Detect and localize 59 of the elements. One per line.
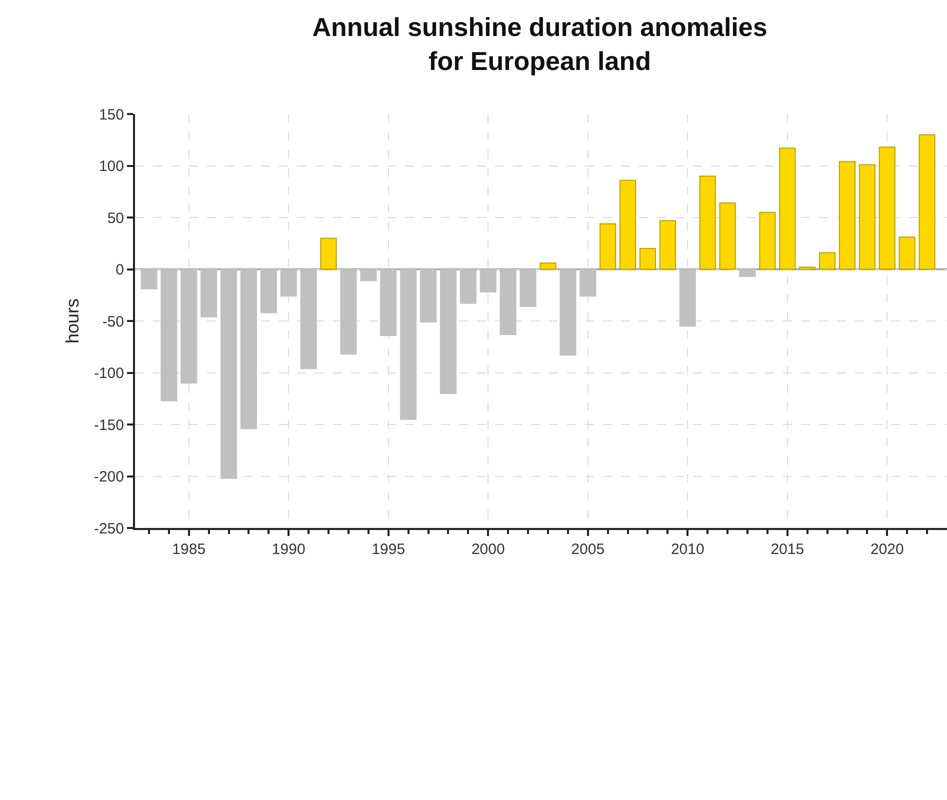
x-tick-label: 1990 xyxy=(272,541,306,558)
bar xyxy=(360,268,377,282)
bar xyxy=(220,268,238,479)
bar xyxy=(300,268,317,370)
x-tick-label: 2015 xyxy=(770,541,804,558)
bar xyxy=(679,268,696,327)
y-tick-label: -250 xyxy=(94,520,124,538)
bar xyxy=(140,268,158,290)
bar xyxy=(500,268,516,335)
bar xyxy=(858,164,876,270)
bar xyxy=(799,266,816,270)
bar xyxy=(380,268,397,336)
x-tick-label: 2000 xyxy=(471,541,505,558)
bar xyxy=(918,134,936,270)
x-tick-label: 2020 xyxy=(870,541,904,558)
y-tick-label: 150 xyxy=(98,106,124,124)
y-tick-label: 50 xyxy=(107,210,124,227)
x-tick-label: 2010 xyxy=(670,541,704,558)
bar xyxy=(440,268,457,394)
y-axis-title: hours xyxy=(62,298,83,344)
bar xyxy=(520,268,536,308)
bar xyxy=(160,268,178,402)
y-tick-label: -100 xyxy=(94,365,124,382)
bar xyxy=(719,202,736,270)
bar xyxy=(759,212,776,270)
bar xyxy=(639,248,656,270)
bar xyxy=(659,220,676,270)
bar xyxy=(600,223,616,270)
x-tick-label: 1995 xyxy=(372,541,406,558)
bar xyxy=(240,268,257,430)
bar xyxy=(838,161,856,270)
bar xyxy=(480,268,496,293)
bar xyxy=(280,268,297,297)
y-tick-label: 0 xyxy=(116,262,124,278)
chart-title: Annual sunshine duration anomalies for European land xyxy=(312,12,768,76)
bar xyxy=(200,268,218,318)
bar xyxy=(580,268,596,297)
bar xyxy=(460,268,476,304)
bar xyxy=(260,268,277,314)
bar xyxy=(898,236,916,270)
bar xyxy=(560,268,576,356)
bar xyxy=(699,176,716,270)
bar xyxy=(320,238,337,270)
bar xyxy=(340,268,357,355)
bar xyxy=(739,268,756,277)
y-tick-label: -200 xyxy=(94,468,124,486)
bar xyxy=(620,180,636,270)
bar xyxy=(540,262,556,270)
bar xyxy=(400,268,417,420)
bar xyxy=(878,146,896,270)
bar xyxy=(779,148,796,270)
bar xyxy=(180,268,198,384)
bar xyxy=(420,268,437,323)
y-tick-label: -50 xyxy=(102,313,124,330)
y-tick-label: -150 xyxy=(94,416,124,434)
bar xyxy=(819,252,836,270)
y-tick-label: 100 xyxy=(98,158,124,175)
x-tick-label: 1985 xyxy=(172,541,206,558)
x-tick-label: 2005 xyxy=(571,541,605,558)
